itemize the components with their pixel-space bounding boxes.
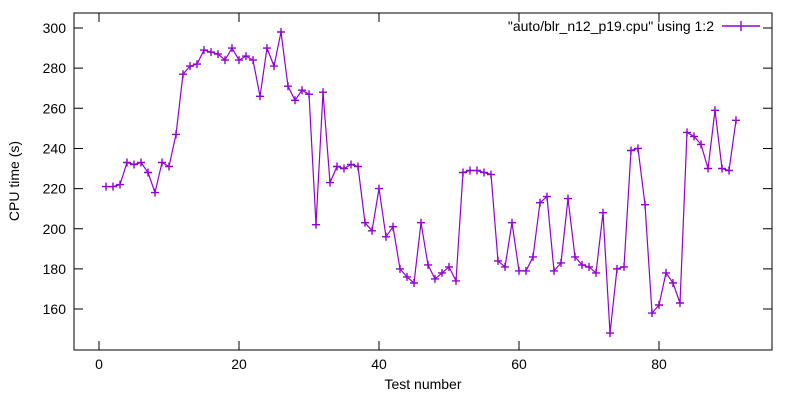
data-point-markers (102, 28, 740, 338)
y-tick-label: 160 (43, 301, 67, 317)
x-tick-label: 0 (95, 356, 103, 372)
y-tick-label: 280 (43, 60, 67, 76)
legend-label: "auto/blr_n12_p19.cpu" using 1:2 (508, 18, 714, 34)
axis-ticks: 0 20 40 60 80 160 180 200 220 240 260 280 300 (43, 13, 772, 372)
data-line (106, 31, 737, 334)
legend-line-sample-icon (722, 21, 760, 31)
x-tick-label: 60 (511, 356, 527, 372)
x-tick-label: 80 (651, 356, 667, 372)
y-tick-label: 180 (43, 261, 67, 277)
y-tick-label: 300 (43, 20, 67, 36)
y-tick-label: 260 (43, 100, 67, 116)
x-tick-label: 20 (231, 356, 247, 372)
x-tick-label: 40 (371, 356, 387, 372)
legend: "auto/blr_n12_p19.cpu" using 1:2 (508, 18, 760, 34)
cpu-time-series (102, 28, 740, 338)
y-tick-label: 200 (43, 221, 67, 237)
plot-border (73, 12, 773, 351)
y-tick-label: 240 (43, 140, 67, 156)
y-tick-label: 220 (43, 181, 67, 197)
y-axis-title: CPU time (s) (6, 141, 22, 221)
x-axis-title: Test number (384, 376, 461, 392)
